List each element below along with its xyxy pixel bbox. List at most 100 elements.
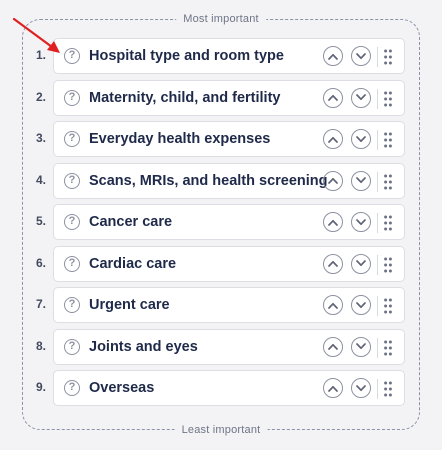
drag-handle-icon[interactable]	[384, 381, 392, 397]
chevron-up-icon	[328, 177, 338, 184]
move-up-button[interactable]	[323, 212, 343, 232]
drag-handle-icon[interactable]	[384, 91, 392, 107]
move-down-button[interactable]	[351, 295, 371, 315]
chevron-up-icon	[328, 136, 338, 143]
chevron-down-icon	[356, 135, 366, 142]
move-down-button[interactable]	[351, 170, 371, 191]
drag-handle-icon[interactable]	[384, 132, 392, 148]
help-icon[interactable]: ?	[64, 214, 80, 230]
item-label: Everyday health expenses	[89, 131, 271, 147]
ranking-row: 7. ? Urgent care	[24, 287, 405, 323]
chevron-up-icon	[328, 343, 338, 350]
chevron-down-icon	[356, 343, 366, 350]
item-label: Scans, MRIs, and health screening	[89, 172, 328, 189]
move-down-button[interactable]	[351, 212, 371, 232]
drag-handle-icon[interactable]	[384, 215, 392, 231]
item-label: Urgent care	[89, 297, 170, 313]
drag-handle-icon[interactable]	[384, 174, 392, 190]
divider	[377, 254, 378, 275]
ranking-card[interactable]: ? Joints and eyes	[53, 328, 405, 365]
help-icon[interactable]: ?	[64, 380, 80, 396]
ranking-card[interactable]: ? Hospital type and room type	[53, 38, 405, 74]
move-up-button[interactable]	[323, 378, 343, 398]
move-down-button[interactable]	[351, 253, 371, 274]
ranking-row: 2. ? Maternity, child, and fertility	[24, 79, 405, 116]
most-important-label: Most important	[176, 12, 266, 26]
chevron-down-icon	[356, 218, 366, 225]
ranking-card[interactable]: ? Scans, MRIs, and health screening	[53, 162, 405, 199]
move-up-button[interactable]	[323, 295, 343, 315]
move-down-button[interactable]	[351, 129, 371, 149]
rank-number: 2.	[35, 89, 46, 104]
item-label: Cardiac care	[89, 255, 177, 272]
move-down-button[interactable]	[351, 336, 371, 357]
ranking-dropzone: Most important Least important	[22, 12, 420, 437]
ranking-card[interactable]: ? Cardiac care	[53, 245, 405, 282]
help-icon[interactable]: ?	[64, 89, 80, 106]
item-label: Cancer care	[89, 214, 173, 230]
rank-number: 8.	[35, 338, 46, 353]
help-icon[interactable]: ?	[64, 338, 80, 355]
ranking-card[interactable]: ? Overseas	[53, 370, 405, 406]
chevron-up-icon	[328, 94, 338, 101]
least-important-label: Least important	[174, 423, 268, 437]
chevron-down-icon	[356, 52, 366, 59]
rank-number: 6.	[35, 255, 46, 270]
divider	[377, 130, 378, 150]
ranking-row: 9. ? Overseas	[24, 370, 405, 406]
divider	[377, 47, 378, 67]
rank-number: 5.	[35, 214, 46, 228]
chevron-down-icon	[356, 177, 366, 184]
rank-number: 7.	[35, 297, 46, 311]
item-label: Hospital type and room type	[89, 48, 284, 64]
divider	[377, 379, 378, 399]
help-icon[interactable]: ?	[64, 172, 80, 189]
ranking-card[interactable]: ? Everyday health expenses	[53, 121, 405, 157]
help-icon[interactable]: ?	[64, 48, 80, 64]
drag-handle-icon[interactable]	[384, 340, 392, 356]
ranking-row: 6. ? Cardiac care	[24, 245, 405, 282]
move-up-button[interactable]	[323, 336, 343, 357]
chevron-up-icon	[328, 260, 338, 267]
chevron-down-icon	[356, 384, 366, 391]
divider	[377, 296, 378, 316]
ranking-card[interactable]: ? Cancer care	[53, 204, 405, 240]
chevron-down-icon	[356, 94, 366, 101]
ranking-row: 3. ? Everyday health expenses	[24, 121, 405, 157]
move-down-button[interactable]	[351, 87, 371, 108]
chevron-down-icon	[356, 301, 366, 308]
ranking-row: 1. ? Hospital type and room type	[24, 38, 405, 74]
ranking-row: 4. ? Scans, MRIs, and health screening	[24, 162, 405, 199]
help-icon[interactable]: ?	[64, 255, 80, 272]
move-down-button[interactable]	[351, 46, 371, 66]
drag-handle-icon[interactable]	[384, 298, 392, 314]
drag-handle-icon[interactable]	[384, 257, 392, 273]
chevron-up-icon	[328, 53, 338, 60]
divider	[377, 213, 378, 233]
move-up-button[interactable]	[323, 129, 343, 149]
ranking-card[interactable]: ? Maternity, child, and fertility	[53, 79, 405, 116]
ranking-card[interactable]: ? Urgent care	[53, 287, 405, 323]
move-up-button[interactable]	[323, 46, 343, 66]
chevron-up-icon	[328, 302, 338, 309]
item-label: Overseas	[89, 380, 155, 396]
divider	[377, 337, 378, 358]
help-icon[interactable]: ?	[64, 131, 80, 147]
move-down-button[interactable]	[351, 378, 371, 398]
ranking-list: 1. ? Hospital type and room type	[24, 38, 405, 412]
ranking-row: 8. ? Joints and eyes	[24, 328, 405, 365]
chevron-up-icon	[328, 219, 338, 226]
drag-handle-icon[interactable]	[384, 49, 392, 65]
rank-number: 3.	[35, 131, 46, 145]
chevron-up-icon	[328, 385, 338, 392]
help-icon[interactable]: ?	[64, 297, 80, 313]
move-up-button[interactable]	[323, 87, 343, 108]
item-label: Joints and eyes	[89, 338, 198, 355]
divider	[377, 171, 378, 192]
divider	[377, 88, 378, 109]
ranking-row: 5. ? Cancer care	[24, 204, 405, 240]
chevron-down-icon	[356, 260, 366, 267]
move-up-button[interactable]	[323, 253, 343, 274]
move-up-button[interactable]	[323, 170, 343, 191]
item-label: Maternity, child, and fertility	[89, 89, 281, 106]
